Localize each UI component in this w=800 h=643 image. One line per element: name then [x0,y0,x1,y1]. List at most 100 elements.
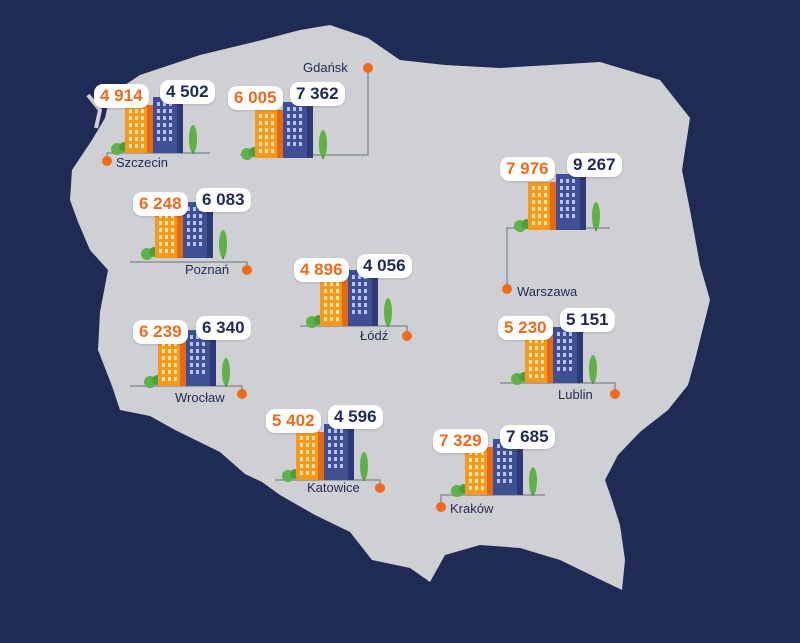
window [475,458,478,462]
window [187,235,190,239]
window [199,235,202,239]
city-dot-lodz [402,331,412,341]
window [364,296,367,300]
window [509,458,512,462]
window [265,121,268,125]
window [336,296,339,300]
window [271,121,274,125]
city-dot-krakow [436,502,446,512]
window [293,114,296,118]
window [171,214,174,218]
city-label-gdansk: Gdańsk [303,60,348,75]
window [538,207,541,211]
blue-building-side [210,330,216,386]
window [300,471,303,475]
window [358,282,361,286]
window [169,109,172,113]
window [566,207,569,211]
window [165,221,168,225]
tree-trunk [322,156,324,159]
window [287,128,290,132]
orange-building-side [180,338,186,386]
window [259,128,262,132]
window [503,451,506,455]
window [541,346,544,350]
value-navy-warszawa: 9 267 [567,153,622,177]
window [340,450,343,454]
city-dot-katowice [375,483,385,493]
window [535,353,538,357]
window [509,465,512,469]
window [312,450,315,454]
window [287,142,290,146]
orange-building-side [342,278,348,326]
window [560,214,563,218]
window [529,346,532,350]
window [572,193,575,197]
window [497,472,500,476]
city-label-warszawa: Warszawa [517,284,578,299]
window [544,193,547,197]
window [544,207,547,211]
window [535,367,538,371]
value-orange-lodz: 4 896 [294,258,349,282]
window [163,102,166,106]
window [532,200,535,204]
window [171,242,174,246]
window [364,289,367,293]
window [538,214,541,218]
window [129,130,132,134]
window [265,128,268,132]
window [165,228,168,232]
orange-building-side [277,110,283,158]
tree-trunk [595,228,597,231]
tree-icon [589,355,597,383]
window [171,228,174,232]
window [532,214,535,218]
orange-building-side [177,210,183,258]
tree-icon [222,358,230,386]
window [340,443,343,447]
window [174,342,177,346]
window [271,149,274,153]
window [169,123,172,127]
city-dot-szczecin [102,156,112,166]
window [163,116,166,120]
window [299,142,302,146]
window [572,179,575,183]
window [129,116,132,120]
window [560,207,563,211]
window [187,207,190,211]
tree-icon [384,298,392,326]
window [535,374,538,378]
window [481,472,484,476]
window [199,221,202,225]
window [202,349,205,353]
window [168,342,171,346]
window [299,128,302,132]
window [560,186,563,190]
window [352,275,355,279]
window [560,179,563,183]
window [566,186,569,190]
window [541,374,544,378]
building-icon-szczecin [111,97,197,155]
window [469,479,472,483]
window [566,214,569,218]
window [324,282,327,286]
window [141,123,144,127]
window [293,128,296,132]
window [300,443,303,447]
window [529,353,532,357]
window [469,465,472,469]
window [293,107,296,111]
window [352,310,355,314]
window [271,142,274,146]
window [529,360,532,364]
window [202,370,205,374]
tree-trunk [592,381,594,384]
window [563,346,566,350]
window [163,123,166,127]
window [569,360,572,364]
window [328,436,331,440]
